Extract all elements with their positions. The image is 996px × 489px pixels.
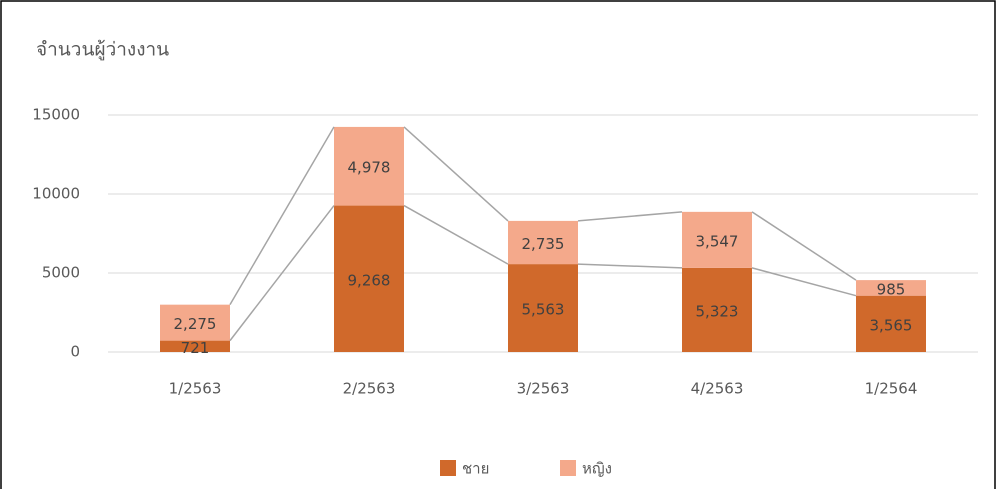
series-line [751, 211, 857, 281]
x-tick-label: 1/2563 [169, 380, 222, 398]
value-label: 985 [877, 280, 906, 298]
series-line [577, 263, 683, 269]
legend-label: หญิง [582, 460, 612, 478]
x-tick-label: 1/2564 [865, 380, 918, 398]
bar [856, 280, 926, 296]
y-tick-label: 10000 [32, 185, 80, 203]
bar [682, 211, 752, 268]
bar [160, 304, 230, 341]
legend-swatch [560, 460, 576, 476]
chart-title: จำนวนผู้ว่างงาน [36, 39, 169, 61]
series-line [403, 126, 509, 222]
value-label: 2,275 [174, 315, 217, 333]
series-line [577, 211, 683, 222]
y-tick-label: 0 [70, 343, 80, 361]
bar [334, 126, 404, 206]
series-line [403, 204, 509, 265]
legend-swatch [440, 460, 456, 476]
value-label: 721 [181, 339, 210, 357]
value-label: 9,268 [348, 271, 391, 289]
series-line [229, 126, 335, 306]
y-tick-label: 15000 [32, 106, 80, 124]
bar [334, 205, 404, 352]
bar [856, 295, 926, 352]
value-label: 2,735 [522, 235, 565, 253]
x-tick-label: 2/2563 [343, 380, 396, 398]
legend-label: ชาย [462, 460, 489, 478]
bar [508, 264, 578, 352]
value-label: 3,565 [870, 316, 913, 334]
y-tick-label: 5000 [42, 264, 80, 282]
bar [160, 340, 230, 352]
bar [682, 267, 752, 352]
value-label: 5,563 [522, 301, 565, 319]
bar [508, 220, 578, 265]
value-label: 4,978 [348, 159, 391, 177]
value-label: 5,323 [696, 302, 739, 320]
x-tick-label: 3/2563 [517, 380, 570, 398]
series-line [229, 205, 335, 342]
series-line [751, 267, 857, 297]
value-label: 3,547 [696, 232, 739, 250]
x-tick-label: 4/2563 [691, 380, 744, 398]
